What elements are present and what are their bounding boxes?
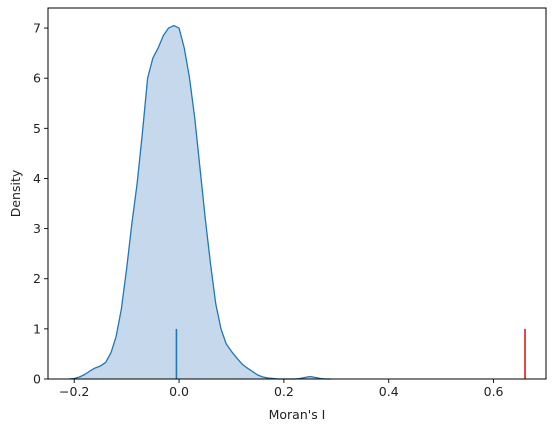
plot-frame [47, 7, 547, 380]
x-tick-label: 0.6 [484, 384, 504, 399]
x-axis: −0.2 0.0 0.2 0.4 0.6 [59, 379, 504, 399]
y-tick-label: 1 [33, 321, 41, 336]
x-tick-label: −0.2 [59, 384, 89, 399]
y-axis-label: Density [8, 169, 23, 217]
y-tick-label: 0 [33, 372, 41, 387]
y-tick-label: 2 [33, 271, 41, 286]
y-tick-label: 4 [33, 171, 41, 186]
x-tick-label: 0.4 [379, 384, 399, 399]
x-tick-label: 0.2 [274, 384, 294, 399]
y-tick-label: 7 [33, 21, 41, 36]
x-axis-label: Moran's I [269, 407, 326, 422]
y-axis: 0 1 2 3 4 5 6 7 [33, 21, 48, 387]
plot-content [68, 24, 526, 380]
kde-fill-area [68, 25, 332, 380]
x-tick-label: 0.0 [169, 384, 189, 399]
y-tick-label: 3 [33, 221, 41, 236]
y-tick-label: 5 [33, 121, 41, 136]
y-tick-label: 6 [33, 71, 41, 86]
